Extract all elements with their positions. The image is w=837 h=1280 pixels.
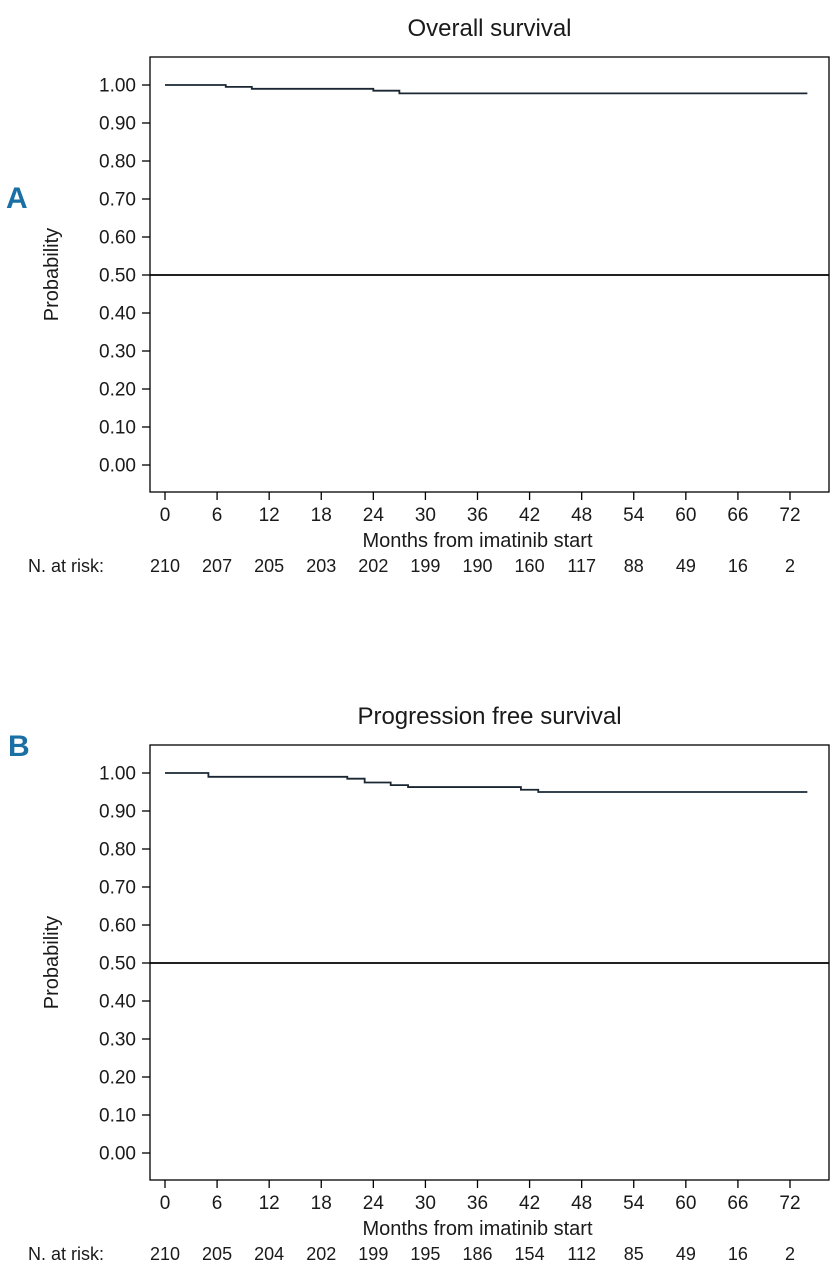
x-tick-label: 48	[571, 1193, 592, 1214]
x-tick-label: 12	[259, 505, 280, 526]
at-risk-label: N. at risk:	[28, 1244, 104, 1264]
at-risk-count: 199	[358, 1244, 388, 1264]
at-risk-count: 154	[515, 1244, 545, 1264]
y-tick-label: 0.70	[99, 190, 136, 211]
at-risk-count: 199	[410, 556, 440, 576]
at-risk-count: 85	[624, 1244, 644, 1264]
x-tick-label: 72	[779, 505, 800, 526]
at-risk-label: N. at risk:	[28, 556, 104, 576]
at-risk-count: 203	[306, 556, 336, 576]
x-tick-label: 42	[519, 1193, 540, 1214]
y-axis-title: Probability	[41, 916, 63, 1009]
y-tick-label: 0.40	[99, 304, 136, 325]
y-tick-label: 0.40	[99, 992, 136, 1013]
x-tick-label: 30	[415, 1193, 436, 1214]
x-tick-label: 60	[675, 1193, 696, 1214]
y-tick-label: 0.60	[99, 916, 136, 937]
at-risk-count: 202	[358, 556, 388, 576]
at-risk-count: 88	[624, 556, 644, 576]
y-tick-label: 1.00	[99, 764, 136, 785]
progression-free-survival-chart: Progression free survival 0.00 0.10 0.20 0.3…	[28, 703, 830, 1264]
x-tick-label: 60	[675, 505, 696, 526]
at-risk-count: 207	[202, 556, 232, 576]
y-tick-label: 0.90	[99, 114, 136, 135]
at-risk-count: 205	[202, 1244, 232, 1264]
at-risk-count: 117	[567, 556, 596, 576]
x-tick-label: 36	[467, 505, 488, 526]
x-axis-title: Months from imatinib start	[362, 530, 593, 552]
survival-curve	[165, 772, 808, 793]
y-tick-label: 0.30	[99, 1030, 136, 1051]
y-tick-label: 0.10	[99, 1106, 136, 1127]
x-tick-label: 48	[571, 505, 592, 526]
x-axis-title: Months from imatinib start	[362, 1218, 593, 1240]
x-tick-label: 24	[363, 505, 385, 526]
y-tick-label: 0.80	[99, 152, 136, 173]
x-tick-label: 6	[212, 505, 223, 526]
at-risk-count: 49	[676, 1244, 696, 1264]
y-tick-label: 0.90	[99, 802, 136, 823]
survival-curve	[165, 84, 808, 95]
at-risk-count: 49	[676, 556, 696, 576]
y-tick-label: 0.10	[99, 418, 136, 439]
x-tick-label: 0	[160, 505, 171, 526]
at-risk-count: 210	[150, 556, 180, 576]
at-risk-count: 210	[150, 1244, 180, 1264]
x-tick-label: 30	[415, 505, 436, 526]
at-risk-count: 2	[785, 1244, 795, 1264]
at-risk-count: 186	[462, 1244, 492, 1264]
x-tick-label: 36	[467, 1193, 488, 1214]
x-tick-label: 54	[623, 505, 645, 526]
y-tick-label: 0.20	[99, 380, 136, 401]
at-risk-count: 16	[728, 556, 748, 576]
at-risk-count: 16	[728, 1244, 748, 1264]
panel-label-b: B	[8, 730, 30, 763]
at-risk-count: 112	[567, 1244, 596, 1264]
y-tick-label: 0.50	[99, 954, 136, 975]
chart-title: Progression free survival	[357, 703, 621, 730]
at-risk-count: 190	[462, 556, 492, 576]
x-tick-label: 66	[727, 1193, 748, 1214]
x-tick-label: 66	[727, 505, 748, 526]
y-tick-label: 0.60	[99, 228, 136, 249]
panel-label-a: A	[6, 182, 28, 215]
at-risk-count: 205	[254, 556, 284, 576]
x-tick-label: 24	[363, 1193, 385, 1214]
x-tick-label: 18	[311, 505, 332, 526]
x-tick-label: 54	[623, 1193, 645, 1214]
y-tick-label: 0.50	[99, 266, 136, 287]
x-tick-label: 12	[259, 1193, 280, 1214]
x-tick-label: 42	[519, 505, 540, 526]
x-tick-label: 18	[311, 1193, 332, 1214]
at-risk-count: 202	[306, 1244, 336, 1264]
x-tick-label: 72	[779, 1193, 800, 1214]
x-tick-label: 6	[212, 1193, 223, 1214]
at-risk-count: 204	[254, 1244, 284, 1264]
y-tick-label: 1.00	[99, 76, 136, 97]
y-tick-label: 0.30	[99, 342, 136, 363]
at-risk-count: 2	[785, 556, 795, 576]
y-tick-label: 0.00	[99, 1144, 136, 1165]
y-tick-label: 0.70	[99, 878, 136, 899]
at-risk-count: 160	[515, 556, 545, 576]
y-tick-label: 0.80	[99, 840, 136, 861]
overall-survival-chart: Overall survival 0.00 0.10 0.20 0.30 0.40 0.50…	[28, 15, 830, 576]
y-axis-title: Probability	[41, 228, 63, 321]
at-risk-count: 195	[410, 1244, 440, 1264]
y-tick-label: 0.00	[99, 456, 136, 477]
x-tick-label: 0	[160, 1193, 171, 1214]
y-tick-label: 0.20	[99, 1068, 136, 1089]
chart-title: Overall survival	[407, 15, 571, 42]
